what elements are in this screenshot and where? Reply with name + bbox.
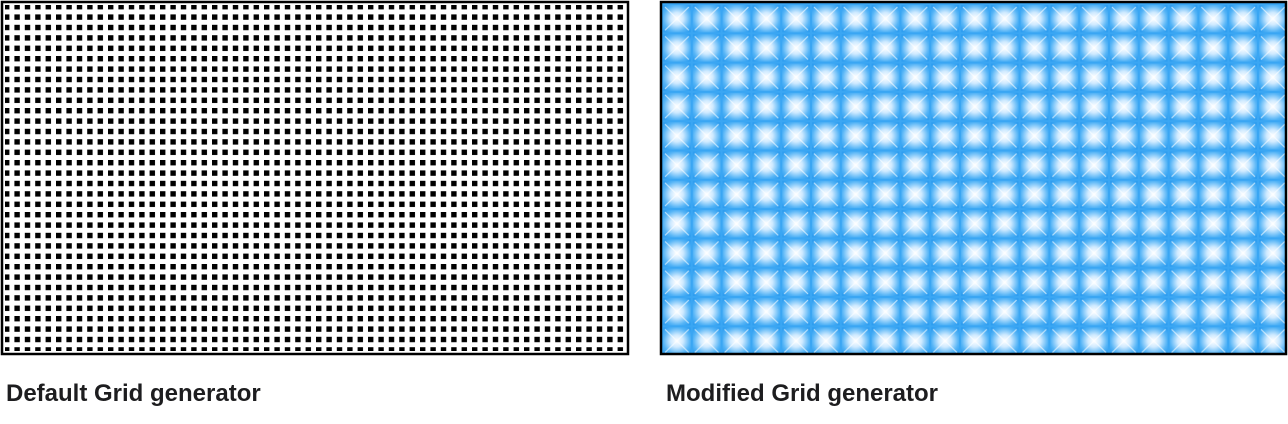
caption: Default Grid generator bbox=[6, 380, 261, 407]
caption: Modified Grid generator bbox=[666, 380, 939, 407]
modified-grid-panel bbox=[659, 0, 1288, 356]
default-grid-pattern bbox=[5, 5, 625, 351]
panels bbox=[0, 0, 1288, 356]
